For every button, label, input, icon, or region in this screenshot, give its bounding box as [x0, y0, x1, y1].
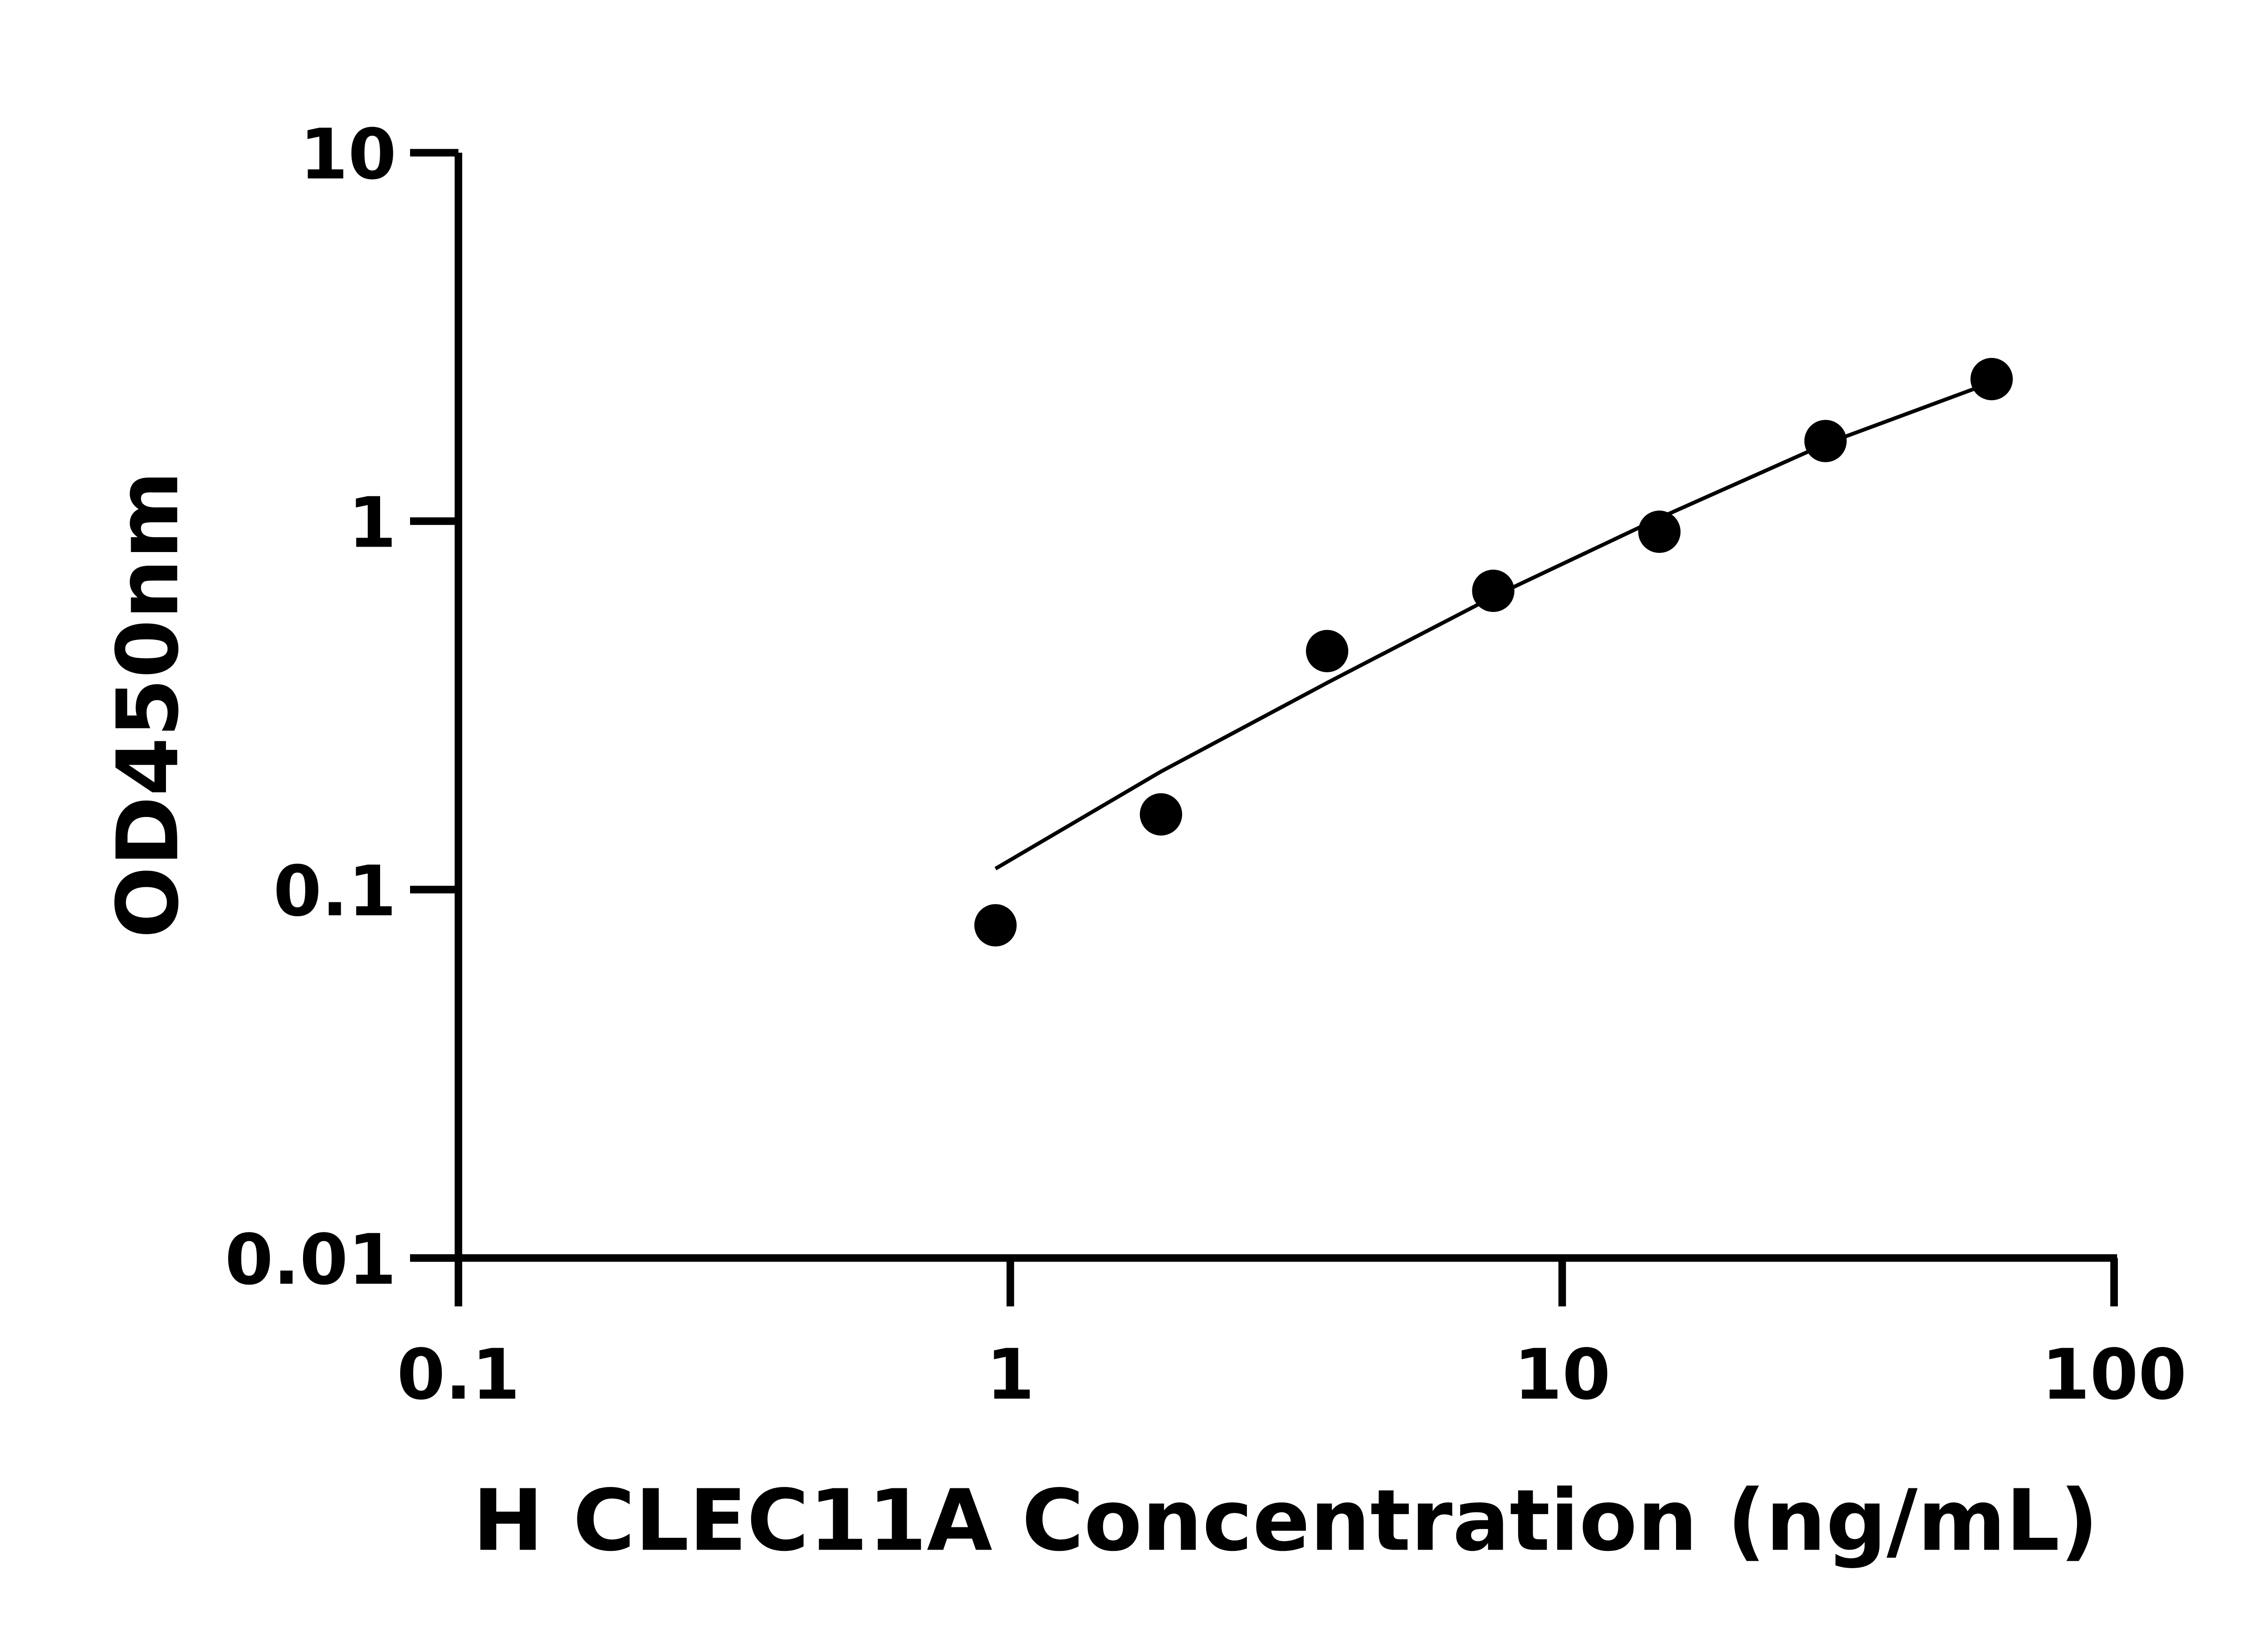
y-tick-label: 1 — [348, 483, 396, 564]
data-point — [1638, 510, 1681, 553]
fit-curve — [994, 381, 1993, 870]
data-point — [1306, 630, 1349, 672]
y-tick-label: 0.01 — [225, 1220, 396, 1301]
data-point — [974, 904, 1017, 947]
x-tick-label: 1 — [986, 1335, 1035, 1415]
data-point — [1139, 793, 1183, 836]
x-tick-label: 10 — [1514, 1335, 1610, 1415]
data-point — [1472, 569, 1515, 612]
y-tick-label: 10 — [300, 114, 396, 195]
x-tick-label: 0.1 — [397, 1335, 520, 1415]
x-axis-label: H CLEC11A Concentration (ng/mL) — [473, 1472, 2098, 1570]
y-axis-label: OD450nm — [99, 471, 198, 939]
data-point — [1970, 358, 2013, 401]
data-point — [1804, 420, 1847, 462]
y-tick-label: 0.1 — [273, 851, 396, 932]
x-tick-label: 100 — [2042, 1335, 2187, 1415]
data-points — [974, 358, 2013, 947]
